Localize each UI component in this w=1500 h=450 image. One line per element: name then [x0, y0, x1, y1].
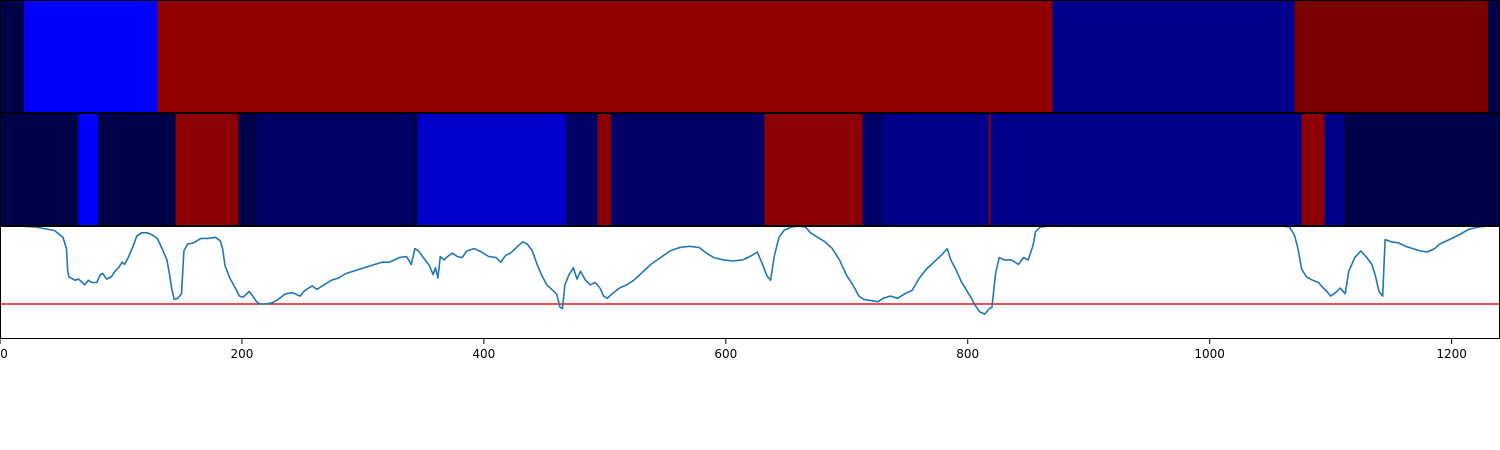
heatmap-segment	[238, 113, 257, 226]
heatmap-segment	[24, 0, 158, 113]
x-tick-label: 200	[230, 347, 253, 361]
heatmap-segment	[0, 0, 25, 113]
x-tick-label: 1000	[1194, 347, 1225, 361]
heatmap-segment	[1487, 0, 1500, 113]
heatmap-segment	[988, 113, 991, 226]
x-tick-label: 0	[0, 347, 8, 361]
heatmap-segment	[0, 113, 79, 226]
heatmap-segment	[175, 113, 239, 226]
heatmap-segment	[990, 113, 1302, 226]
heatmap-segment	[1294, 0, 1488, 113]
heatmap-segment	[1343, 113, 1500, 226]
heatmap-segment	[78, 113, 98, 226]
heatmap-segment	[256, 113, 412, 226]
heatmap-segment	[597, 113, 611, 226]
heatmap-segment	[883, 113, 989, 226]
heatmap-segment	[610, 113, 765, 226]
heatmap-segment	[1052, 0, 1295, 113]
x-tick-label: 400	[472, 347, 495, 361]
heatmap-segment	[862, 113, 884, 226]
heatmap-segment	[417, 113, 567, 226]
x-tick-label: 800	[956, 347, 979, 361]
x-tick-label: 600	[714, 347, 737, 361]
heatmap-strip-1	[0, 0, 1500, 113]
heatmap-segment	[1324, 113, 1344, 226]
series-line-1	[0, 226, 1500, 315]
heatmap-segment	[764, 113, 863, 226]
heatmap-segment	[97, 113, 176, 226]
heatmap-segment	[1301, 113, 1325, 226]
x-tick-label: 1200	[1436, 347, 1467, 361]
line-panel: 0 200 400 600 800 1000 1200	[0, 226, 1500, 361]
line-panel-frame	[0, 226, 1500, 339]
heatmap-segment	[157, 0, 1053, 113]
heatmap-segment	[411, 113, 418, 226]
heatmap-segment	[566, 113, 598, 226]
heatmap-strip-2	[0, 113, 1500, 226]
